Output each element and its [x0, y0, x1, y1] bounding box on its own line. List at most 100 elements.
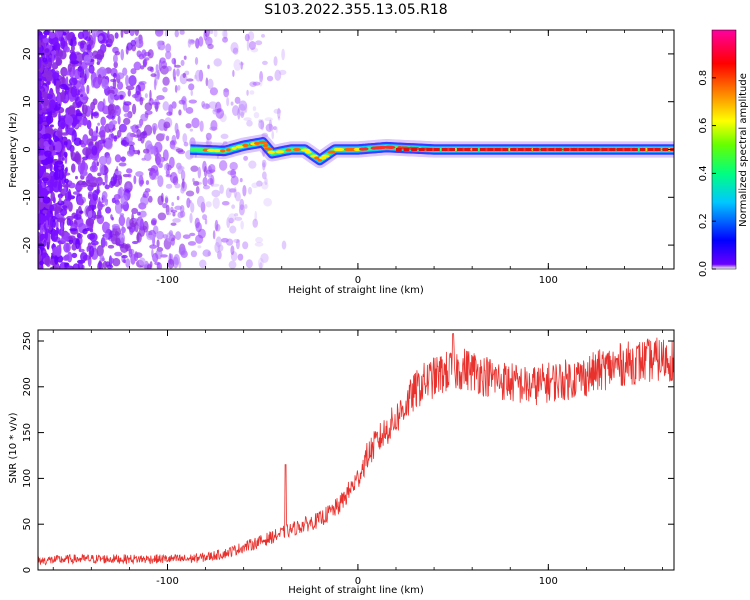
noise-speck — [64, 90, 69, 96]
noise-speck — [90, 101, 96, 111]
noise-speck — [48, 137, 52, 146]
noise-speck — [201, 103, 211, 110]
noise-speck — [139, 210, 147, 218]
noise-speck — [144, 102, 153, 111]
noise-speck — [242, 241, 249, 250]
y-tick-label: 20 — [22, 48, 33, 61]
noise-speck — [249, 81, 257, 87]
noise-speck — [266, 75, 274, 82]
noise-speck — [178, 99, 186, 105]
noise-speck — [65, 139, 72, 151]
noise-speck — [61, 164, 65, 170]
noise-speck — [118, 162, 127, 167]
noise-speck — [60, 122, 66, 130]
noise-speck — [131, 103, 137, 115]
noise-speck — [52, 181, 61, 193]
noise-speck — [80, 42, 85, 49]
noise-speck — [92, 76, 102, 89]
noise-speck — [110, 120, 118, 125]
noise-speck — [107, 244, 115, 249]
noise-speck — [233, 186, 237, 199]
noise-speck — [104, 68, 107, 76]
noise-speck — [82, 96, 89, 101]
noise-speck — [204, 218, 208, 225]
noise-speck — [218, 160, 228, 171]
noise-speck — [49, 209, 53, 214]
noise-speck — [130, 253, 136, 265]
noise-speck — [98, 155, 108, 166]
noise-speck — [149, 244, 158, 249]
colorbar-label: Normalized spectral amplitude — [738, 73, 749, 227]
noise-speck — [180, 169, 186, 181]
noise-speck — [95, 125, 99, 134]
noise-speck — [55, 57, 63, 66]
noise-speck — [97, 122, 101, 126]
noise-speck — [210, 183, 220, 187]
noise-speck — [277, 116, 281, 121]
noise-speck — [54, 30, 63, 38]
noise-speck — [38, 89, 42, 99]
noise-speck — [111, 223, 120, 229]
snr-y-label: SNR (10 * v/v) — [8, 412, 19, 483]
noise-speck — [70, 85, 78, 98]
noise-speck — [271, 130, 275, 140]
noise-speck — [211, 189, 221, 198]
noise-speck — [175, 148, 184, 153]
noise-speck — [240, 220, 244, 230]
noise-speck — [67, 251, 73, 263]
carrier-peak — [264, 147, 273, 151]
snr-x-label: Height of straight line (km) — [288, 585, 424, 596]
noise-speck — [77, 101, 83, 108]
noise-speck — [112, 77, 117, 90]
noise-speck — [86, 84, 90, 95]
noise-speck — [245, 259, 253, 269]
noise-speck — [107, 33, 115, 44]
noise-speck — [131, 94, 139, 99]
noise-speck — [190, 89, 193, 97]
noise-speck — [209, 126, 218, 131]
carrier-peak — [231, 146, 237, 150]
noise-speck — [179, 30, 185, 35]
noise-speck — [68, 235, 76, 241]
noise-speck — [261, 60, 268, 65]
noise-speck — [49, 161, 53, 173]
noise-speck — [99, 203, 105, 208]
noise-speck — [42, 196, 51, 204]
noise-speck — [80, 72, 85, 78]
noise-speck — [238, 103, 246, 116]
noise-speck — [162, 203, 168, 209]
noise-speck — [111, 257, 115, 264]
noise-speck — [257, 257, 264, 269]
noise-speck — [264, 117, 273, 122]
noise-speck — [50, 191, 56, 202]
noise-speck — [174, 183, 181, 189]
noise-speck — [72, 36, 77, 41]
noise-speck — [180, 187, 185, 194]
noise-speck — [133, 175, 137, 185]
noise-speck — [281, 48, 285, 61]
noise-speck — [139, 40, 144, 44]
noise-speck — [98, 35, 103, 41]
noise-speck — [277, 107, 281, 119]
noise-speck — [226, 97, 230, 107]
noise-speck — [171, 101, 177, 109]
noise-speck — [130, 68, 137, 75]
noise-speck — [165, 50, 172, 60]
carrier-peak — [258, 140, 268, 144]
noise-speck — [188, 83, 195, 91]
noise-speck — [243, 155, 249, 161]
noise-speck — [165, 43, 172, 53]
noise-speck — [140, 113, 149, 122]
x-tick-label: 0 — [355, 576, 361, 587]
noise-speck — [104, 232, 109, 241]
noise-speck — [87, 233, 96, 240]
noise-speck — [120, 203, 124, 209]
noise-speck — [138, 53, 145, 60]
noise-speck — [162, 76, 170, 86]
noise-speck — [240, 61, 243, 70]
noise-speck — [136, 36, 140, 48]
noise-speck — [98, 132, 104, 136]
noise-speck — [137, 137, 142, 142]
noise-speck — [150, 146, 157, 155]
noise-speck — [138, 257, 146, 266]
